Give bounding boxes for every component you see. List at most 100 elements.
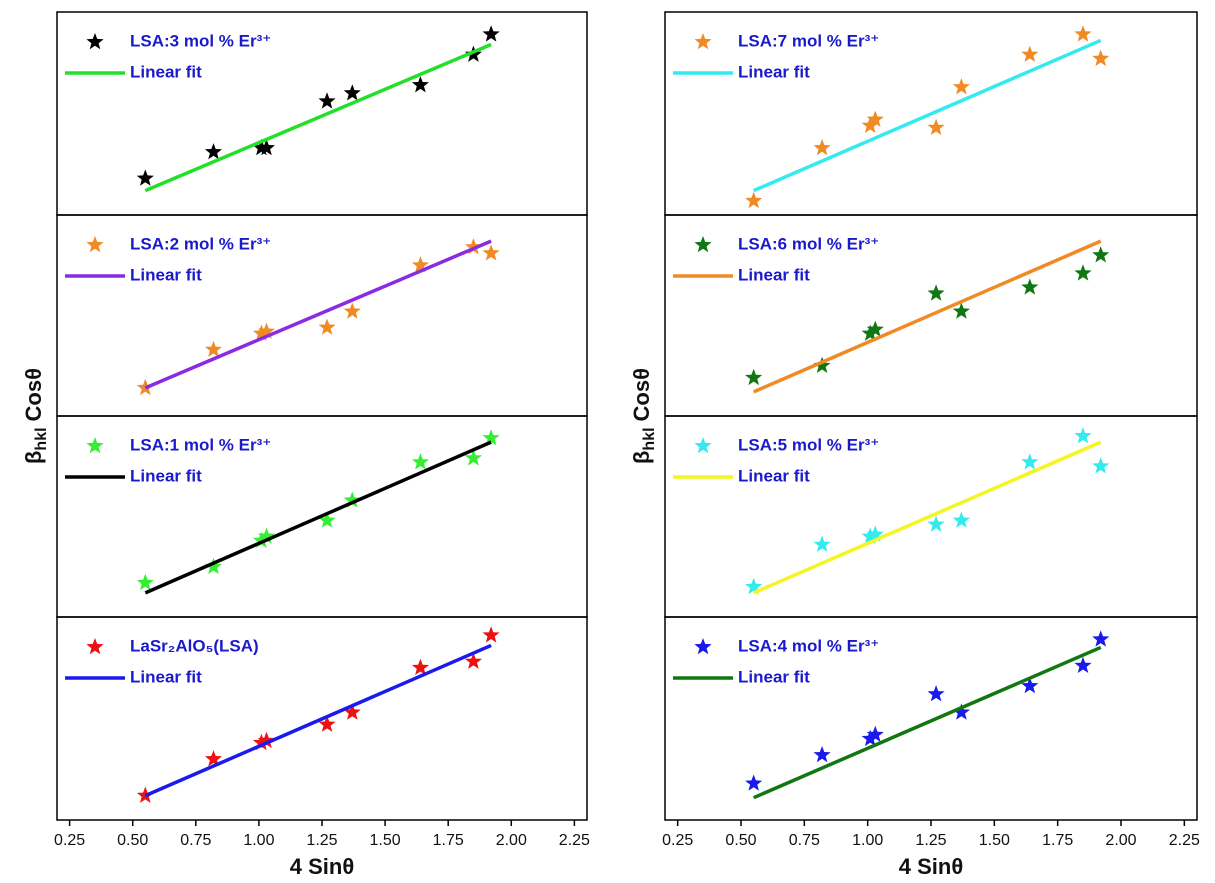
x-tick-label: 1.00 <box>243 832 274 849</box>
y-label-subscript: hkl <box>641 427 658 450</box>
legend-label: LSA:5 mol % Er³⁺ <box>738 435 879 454</box>
star-point <box>866 320 884 337</box>
star-point <box>464 449 482 466</box>
star-point <box>343 302 361 319</box>
star-point <box>1092 630 1110 647</box>
star-point <box>952 511 970 528</box>
legend-label: Linear fit <box>130 62 202 81</box>
star-point <box>464 238 482 255</box>
star-point <box>927 118 945 135</box>
fit-line <box>144 239 492 390</box>
star-point <box>927 284 945 301</box>
legend-label: Linear fit <box>738 466 810 485</box>
star-point <box>813 356 831 373</box>
x-tick-label: 0.50 <box>117 832 148 849</box>
star-point <box>257 731 275 749</box>
x-axis-label: 4 Sinθ <box>290 854 354 879</box>
x-tick-label: 1.00 <box>852 832 883 849</box>
x-tick-label: 1.50 <box>979 832 1010 849</box>
star-point <box>745 774 763 791</box>
fit-line <box>752 645 1102 800</box>
x-tick-label: 2.00 <box>1105 832 1136 849</box>
star-point <box>952 703 970 720</box>
star-point <box>1092 246 1110 263</box>
star-point <box>861 527 879 544</box>
x-tick-label: 0.25 <box>54 832 85 849</box>
star-point <box>927 515 945 532</box>
star-point <box>1021 278 1039 295</box>
x-tick-label: 1.50 <box>370 832 401 849</box>
star-point <box>745 577 763 595</box>
legend-marker <box>86 33 104 50</box>
star-point <box>927 685 945 702</box>
star-point <box>318 715 336 732</box>
star-point <box>343 491 361 508</box>
star-point <box>411 658 429 675</box>
star-point <box>861 116 879 133</box>
star-point <box>482 429 500 446</box>
star-point <box>482 626 500 643</box>
legend-label: LaSr₂AlO₅(LSA) <box>130 636 259 655</box>
x-tick-label: 0.75 <box>180 832 211 849</box>
star-point <box>318 511 336 528</box>
star-point <box>813 535 831 552</box>
x-tick-label: 1.25 <box>306 832 337 849</box>
star-point <box>813 139 831 156</box>
x-tick-label: 1.75 <box>1042 832 1073 849</box>
star-point <box>482 244 500 261</box>
x-tick-label: 0.75 <box>789 832 820 849</box>
star-point <box>866 725 884 742</box>
legend-marker <box>86 638 104 655</box>
x-tick-label: 2.25 <box>559 832 590 849</box>
legend-label: LSA:7 mol % Er³⁺ <box>738 31 879 50</box>
fit-line <box>144 440 492 595</box>
x-tick-label: 2.00 <box>496 832 527 849</box>
star-point <box>952 302 970 319</box>
y-label-text: Cosθ <box>21 368 46 421</box>
star-point <box>464 652 482 669</box>
star-point <box>1092 457 1110 474</box>
star-point <box>411 256 429 273</box>
x-tick-label: 2.25 <box>1169 832 1200 849</box>
legend-marker <box>694 437 712 454</box>
star-point <box>1074 427 1092 444</box>
star-point <box>252 531 270 548</box>
legend-marker <box>86 236 104 253</box>
star-point <box>204 340 222 357</box>
star-point <box>318 318 336 335</box>
fit-line <box>144 42 492 193</box>
star-point <box>813 746 831 763</box>
star-point <box>343 703 361 720</box>
legend-label: LSA:2 mol % Er³⁺ <box>130 234 271 253</box>
legend-label: Linear fit <box>130 265 202 284</box>
star-point <box>745 191 763 209</box>
legend-label: Linear fit <box>130 667 202 686</box>
star-point <box>343 84 361 101</box>
star-point <box>411 453 429 470</box>
star-point <box>1092 49 1110 66</box>
legend-label: LSA:1 mol % Er³⁺ <box>130 435 271 454</box>
fit-line <box>752 239 1102 394</box>
star-point <box>204 557 222 574</box>
fit-line <box>752 38 1102 193</box>
legend-label: Linear fit <box>738 62 810 81</box>
star-point <box>1021 45 1039 62</box>
star-point <box>257 139 275 156</box>
star-point <box>204 750 222 767</box>
star-point <box>1074 656 1092 673</box>
legend-label: LSA:3 mol % Er³⁺ <box>130 31 271 50</box>
star-point <box>866 110 884 127</box>
legend-marker <box>86 437 104 454</box>
legend-label: LSA:4 mol % Er³⁺ <box>738 636 879 655</box>
x-tick-label: 0.25 <box>662 832 693 849</box>
star-point <box>866 525 884 542</box>
star-point <box>1074 264 1092 281</box>
star-point <box>318 92 336 109</box>
y-label-text: Cosθ <box>629 368 654 421</box>
star-point <box>252 324 270 341</box>
legend-label: Linear fit <box>738 265 810 284</box>
x-tick-label: 0.50 <box>725 832 756 849</box>
y-label-subscript: hkl <box>33 427 50 450</box>
